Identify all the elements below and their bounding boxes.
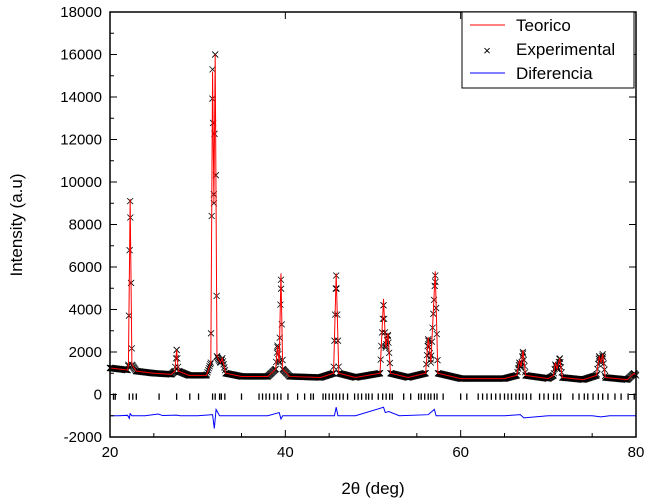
legend-swatch-experimental: × [483,43,491,58]
legend-teorico: Teorico [516,16,571,35]
x-tick-label: 60 [452,444,469,461]
series-diferencia-line [110,406,636,429]
legend-experimental: Experimental [516,40,615,59]
x-axis-label: 2θ (deg) [341,479,404,498]
x-tick-label: 20 [102,444,119,461]
y-tick-label: 10000 [60,174,102,191]
legend-diferencia: Diferencia [516,64,593,83]
y-tick-label: 2000 [69,344,102,361]
x-tick-label: 80 [628,444,645,461]
y-tick-label: 6000 [69,259,102,276]
y-tick-label: 12000 [60,132,102,149]
legend: Teorico × Experimental Diferencia [461,11,635,89]
y-tick-label: 18000 [60,4,102,21]
y-tick-label: 8000 [69,217,102,234]
x-tick-label: 40 [277,444,294,461]
y-tick-label: -2000 [64,429,102,446]
series-teorico-line [109,54,637,381]
y-tick-label: 16000 [60,47,102,64]
y-tick-label: 0 [94,387,102,404]
y-tick-label: 14000 [60,89,102,106]
y-tick-label: 4000 [69,302,102,319]
y-axis-label: Intensity (a.u) [7,174,26,277]
